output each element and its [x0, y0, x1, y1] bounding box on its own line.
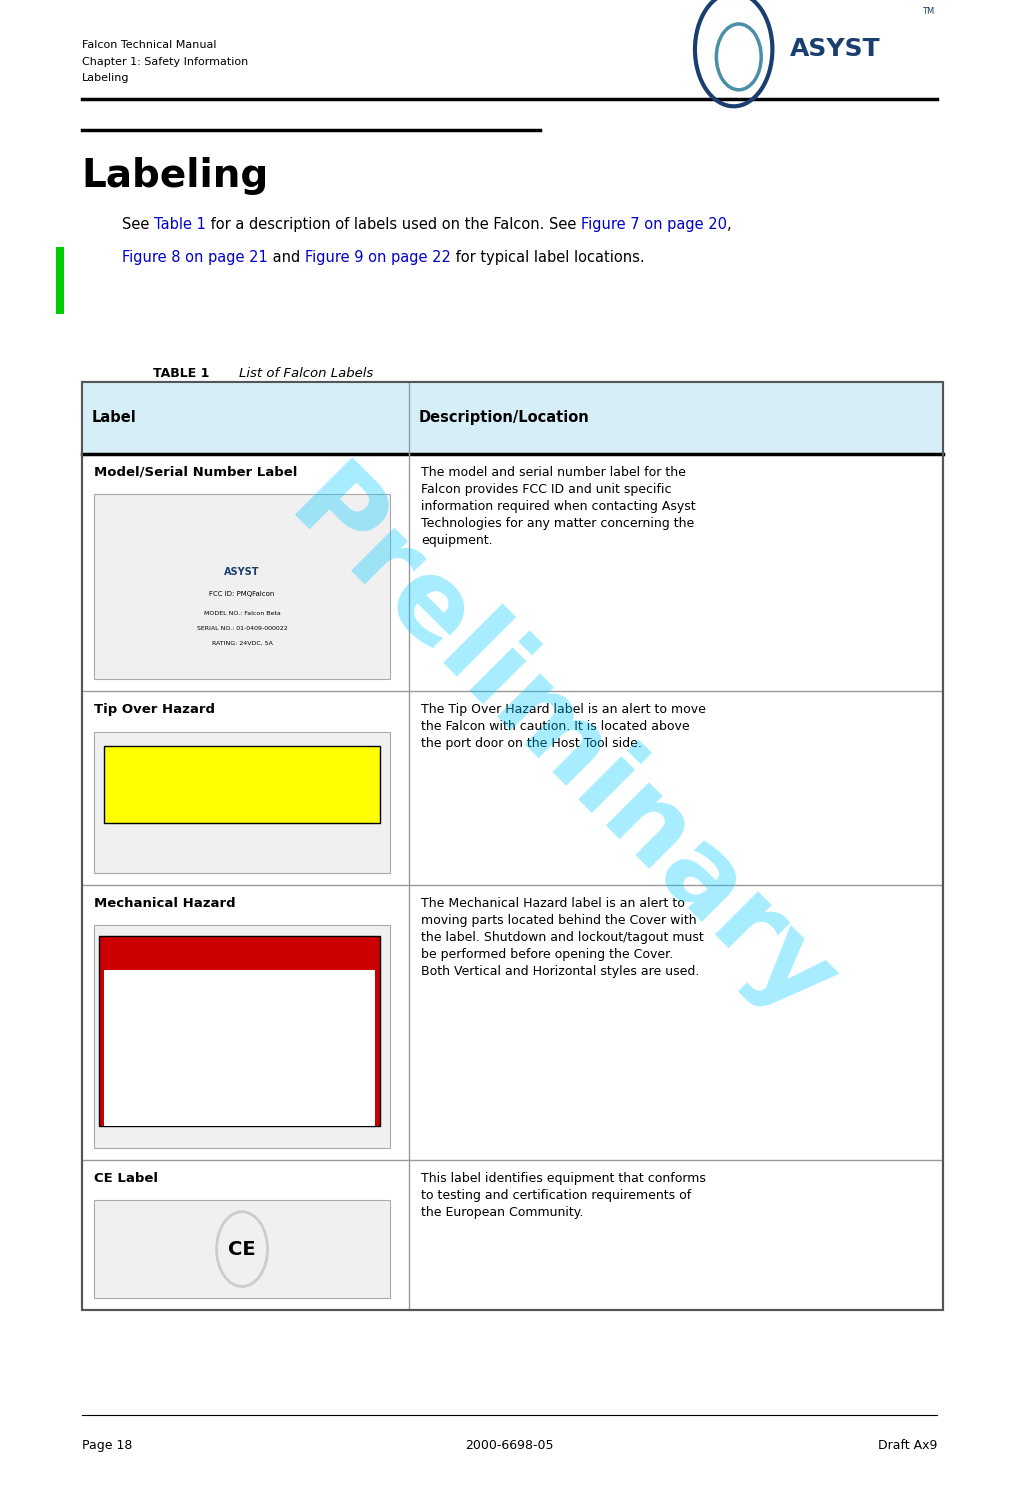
Text: Preliminary: Preliminary	[267, 455, 854, 1042]
Text: Table 1: Table 1	[154, 217, 206, 232]
Text: 2000-6698-05: 2000-6698-05	[466, 1439, 553, 1452]
Text: SERIAL NO.: 01-0409-000022: SERIAL NO.: 01-0409-000022	[197, 626, 287, 630]
Text: ,: ,	[728, 217, 732, 232]
FancyBboxPatch shape	[94, 925, 390, 1148]
Text: Page 18: Page 18	[82, 1439, 131, 1452]
Text: TM: TM	[922, 7, 934, 16]
Text: TABLE 1: TABLE 1	[153, 367, 209, 380]
Text: Label: Label	[92, 410, 137, 425]
Text: MECHANICAL HAZARD.
MOVING PARTS BEHIND
THIS PANEL/ASSEMBLY.
SHUTDOWN AND LOCK-
O: MECHANICAL HAZARD. MOVING PARTS BEHIND T…	[210, 1027, 274, 1069]
Text: Tip Over Hazard: Tip Over Hazard	[94, 704, 215, 716]
FancyBboxPatch shape	[104, 970, 375, 1126]
Text: Figure 9 on page 22: Figure 9 on page 22	[305, 250, 450, 265]
Text: ASYST: ASYST	[224, 566, 260, 576]
Text: See: See	[122, 217, 154, 232]
FancyBboxPatch shape	[94, 494, 390, 680]
Text: Figure 8 on page 21: Figure 8 on page 21	[122, 250, 268, 265]
Text: FCC ID: PMQFalcon: FCC ID: PMQFalcon	[209, 591, 275, 597]
Text: The model and serial number label for the
Falcon provides FCC ID and unit specif: The model and serial number label for th…	[421, 466, 696, 546]
Text: for typical label locations.: for typical label locations.	[450, 250, 644, 265]
Text: Falcon Technical Manual: Falcon Technical Manual	[82, 40, 216, 51]
Text: Chapter 1: Safety Information: Chapter 1: Safety Information	[82, 57, 248, 67]
Text: MODEL NO.: Falcon Beta: MODEL NO.: Falcon Beta	[204, 611, 280, 615]
Text: TIP OVER HAZARD.
Move equipment with
caution to avoid bodily
injury or equipment: TIP OVER HAZARD. Move equipment with cau…	[226, 771, 299, 799]
Text: RATING: 24VDC, 5A: RATING: 24VDC, 5A	[212, 641, 272, 645]
Text: for a description of labels used on the Falcon. See: for a description of labels used on the …	[206, 217, 581, 232]
Text: Figure 7 on page 20: Figure 7 on page 20	[581, 217, 728, 232]
Text: CE Label: CE Label	[94, 1172, 158, 1184]
Text: WARNING: WARNING	[215, 948, 269, 957]
Text: Labeling: Labeling	[82, 157, 269, 195]
FancyBboxPatch shape	[94, 732, 390, 873]
FancyBboxPatch shape	[104, 746, 380, 823]
Text: Description/Location: Description/Location	[419, 410, 590, 425]
FancyBboxPatch shape	[94, 1201, 390, 1298]
Text: CE: CE	[228, 1240, 256, 1259]
Text: and: and	[268, 250, 305, 265]
Text: This label identifies equipment that conforms
to testing and certification requi: This label identifies equipment that con…	[421, 1172, 706, 1219]
FancyBboxPatch shape	[99, 937, 380, 1126]
Text: Mechanical Hazard: Mechanical Hazard	[94, 897, 235, 910]
FancyBboxPatch shape	[56, 247, 64, 314]
Text: Model/Serial Number Label: Model/Serial Number Label	[94, 466, 298, 479]
FancyBboxPatch shape	[82, 382, 943, 1310]
Text: ASYST: ASYST	[790, 37, 880, 61]
Text: The Tip Over Hazard label is an alert to move
the Falcon with caution. It is loc: The Tip Over Hazard label is an alert to…	[421, 704, 706, 750]
FancyBboxPatch shape	[82, 382, 943, 454]
Text: Draft Ax9: Draft Ax9	[878, 1439, 937, 1452]
Text: CAUTION: CAUTION	[218, 750, 267, 760]
Text: Labeling: Labeling	[82, 73, 129, 84]
Text: List of Falcon Labels: List of Falcon Labels	[239, 367, 374, 380]
Text: The Mechanical Hazard label is an alert to
moving parts located behind the Cover: The Mechanical Hazard label is an alert …	[421, 897, 704, 978]
